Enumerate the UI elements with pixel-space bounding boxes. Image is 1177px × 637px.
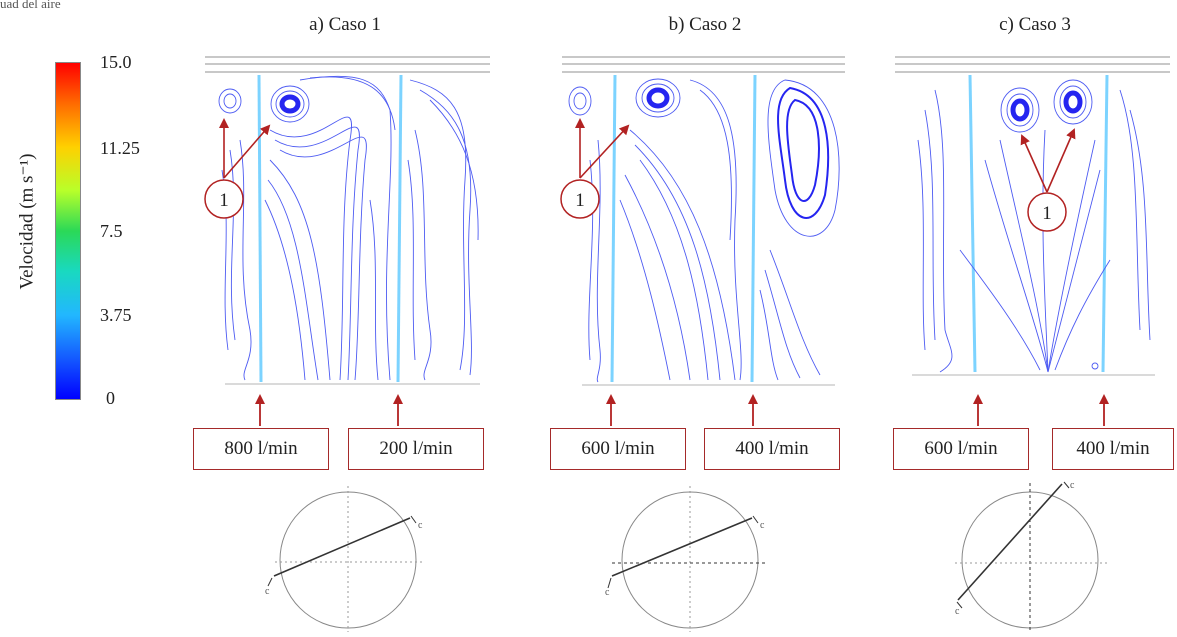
flow-box-caso2-left: 600 l/min [550, 428, 686, 470]
flow-box-caso2-right: 400 l/min [704, 428, 840, 470]
panel-title-caso-2: b) Caso 2 [668, 14, 742, 35]
endpoint-letter-c3b: c [1070, 480, 1075, 491]
colorbar-tick-15: 15.0 [100, 52, 132, 72]
colorbar-tick-3-75: 3.75 [100, 305, 132, 325]
callout-number-caso-3: 1 [1042, 203, 1052, 224]
panel-title-caso-3: c) Caso 3 [999, 14, 1071, 35]
endpoint-letter-c3a: c [955, 606, 960, 617]
callout-caso-2 [560, 118, 630, 219]
colorbar-tick-7-5: 7.5 [100, 221, 123, 241]
flow-box-caso3-left: 600 l/min [893, 428, 1029, 470]
cropped-header-text: uad del aire [0, 0, 61, 11]
callout-caso-1 [204, 118, 271, 219]
panel-title-caso-1: a) Caso 1 [309, 14, 381, 35]
layout-diagram-caso-3 [955, 481, 1110, 632]
flow-box-caso1-right: 200 l/min [348, 428, 484, 470]
flow-box-caso1-left: 800 l/min [193, 428, 329, 470]
colorbar-tick-11-25: 11.25 [100, 138, 140, 158]
endpoint-letter-c2b: c [760, 520, 765, 531]
layout-diagram-caso-2 [607, 486, 768, 632]
callout-number-caso-1: 1 [219, 190, 229, 211]
layout-diagram-caso-1 [267, 486, 425, 632]
streamline-panel-caso-2 [562, 56, 845, 386]
endpoint-letter-c1b: c [418, 520, 423, 531]
flow-box-caso3-right: 400 l/min [1052, 428, 1174, 470]
colorbar-tick-0: 0 [106, 388, 115, 408]
callout-number-caso-2: 1 [575, 190, 585, 211]
callout-caso-3 [1020, 128, 1076, 232]
endpoint-letter-c2a: c [605, 587, 610, 598]
velocity-colorbar [55, 62, 81, 400]
inlet-arrows [255, 394, 1109, 426]
endpoint-letter-c1a: c [265, 586, 270, 597]
streamline-panel-caso-3 [895, 56, 1170, 376]
streamline-panel-caso-1 [205, 56, 490, 385]
